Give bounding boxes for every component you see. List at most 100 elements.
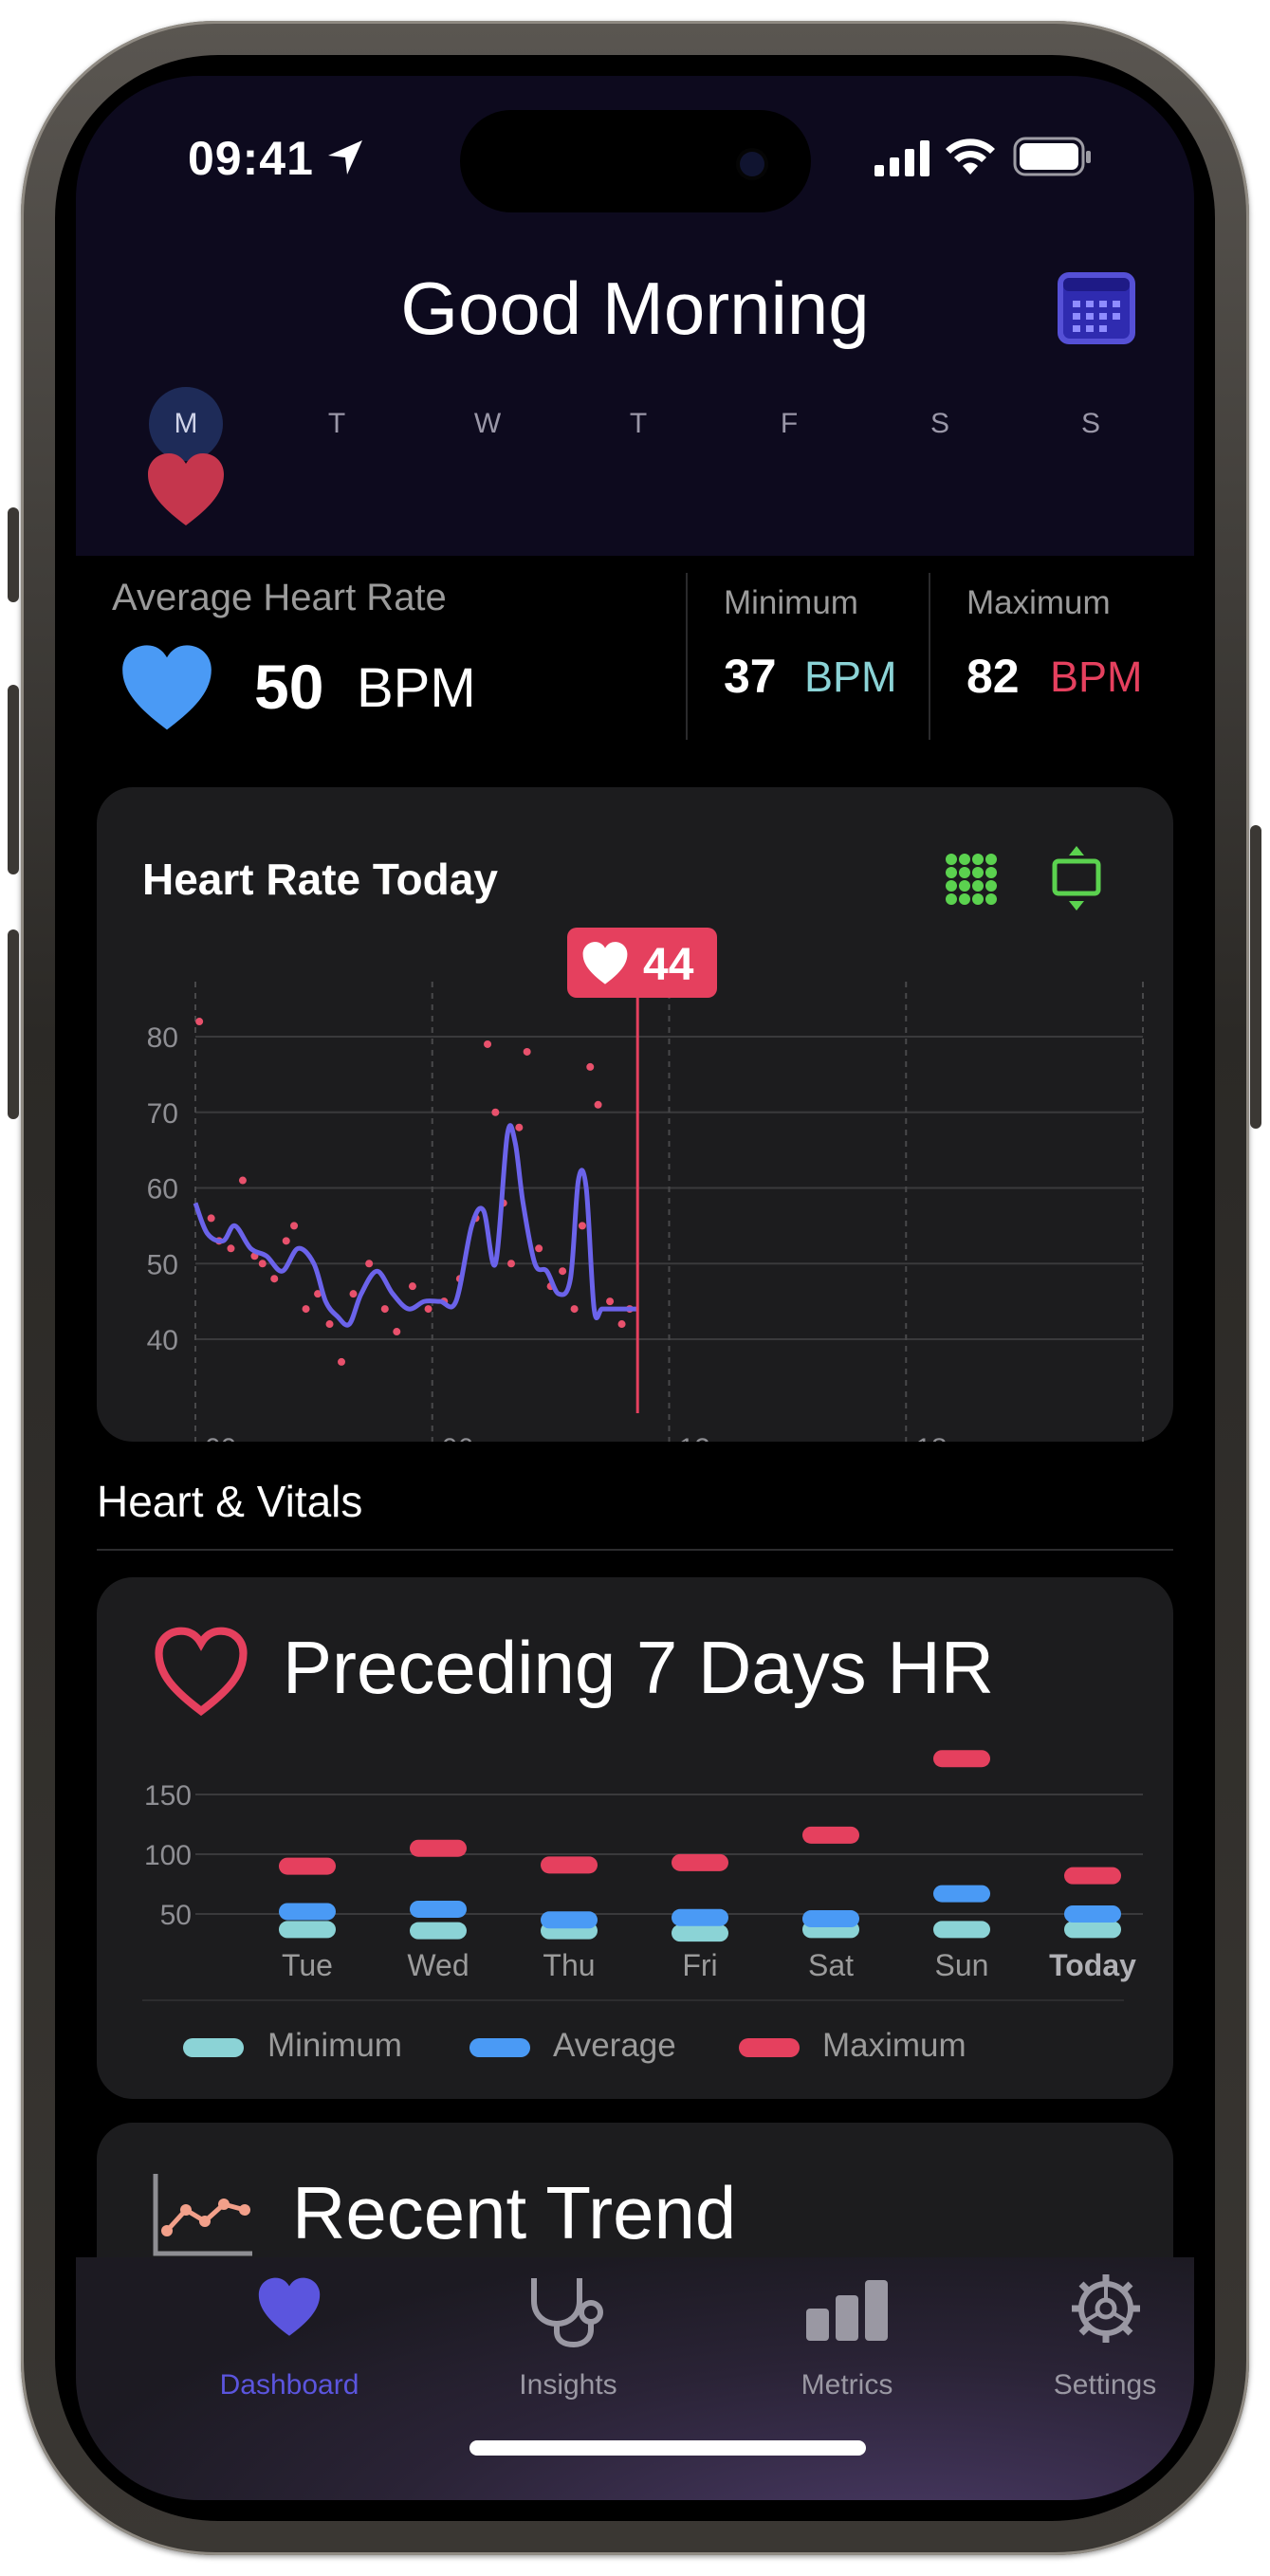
- average-heart-icon: [122, 645, 212, 730]
- hr-sample-point: [594, 1100, 602, 1109]
- heart-rate-today-chart[interactable]: 80 70 60 50 40 00 06 12 18: [97, 787, 1173, 1442]
- grid-view-icon[interactable]: [944, 852, 997, 905]
- bar-minimum: [672, 1924, 728, 1942]
- hr-sample-point: [227, 1244, 235, 1253]
- hr-sample-point: [270, 1275, 279, 1283]
- hr-sample-point: [606, 1297, 615, 1306]
- hr-sample-point: [380, 1305, 389, 1314]
- bar-chart-icon: [806, 2280, 888, 2341]
- y-tick-label: 150: [144, 1780, 192, 1812]
- heart-rate-today-card[interactable]: Heart Rate Today 80 70 60 50 40 00 06 12 18 44: [97, 787, 1173, 1442]
- bar-average: [672, 1908, 728, 1926]
- signal-icon: [874, 140, 929, 176]
- hr-sample-point: [195, 1018, 204, 1026]
- hr-sample-point: [586, 1062, 595, 1071]
- hr-sample-point: [617, 1320, 626, 1329]
- day-friday[interactable]: F: [780, 408, 799, 439]
- tab-metrics[interactable]: Metrics: [709, 2257, 985, 2438]
- hr-sample-point: [290, 1222, 299, 1230]
- day-thursday[interactable]: T: [629, 408, 648, 439]
- bar-average: [802, 1910, 859, 1928]
- legend-divider: [142, 1999, 1124, 2001]
- legend-average-label: Average: [553, 2027, 676, 2064]
- heart-icon: [258, 2277, 321, 2336]
- category-label: Sat: [808, 1948, 854, 1982]
- battery-icon: [1013, 137, 1091, 176]
- hr-sample-point: [570, 1305, 579, 1314]
- tab-settings-label: Settings: [1053, 2369, 1157, 2401]
- fit-view-icon[interactable]: [1050, 844, 1103, 912]
- y-tick-label: 50: [160, 1900, 192, 1931]
- day-wednesday[interactable]: W: [473, 408, 502, 439]
- category-label: Today: [1049, 1948, 1136, 1982]
- home-indicator[interactable]: [469, 2440, 866, 2456]
- legend-maximum-label: Maximum: [822, 2027, 966, 2064]
- screen: 09:41 Good Morning: [76, 76, 1194, 2500]
- bar-maximum: [410, 1839, 467, 1857]
- bar-minimum: [1064, 1921, 1121, 1939]
- calendar-button[interactable]: [1058, 272, 1135, 344]
- tab-metrics-label: Metrics: [801, 2369, 893, 2401]
- bar-minimum: [933, 1921, 990, 1939]
- day-saturday[interactable]: S: [929, 408, 949, 439]
- hr-sample-point: [424, 1305, 433, 1314]
- legend-minimum-label: Minimum: [267, 2027, 402, 2064]
- tab-dashboard[interactable]: Dashboard: [152, 2257, 427, 2438]
- hr-sample-point: [314, 1290, 322, 1298]
- hr-sample-point: [338, 1357, 346, 1366]
- preceding-7-days-chart[interactable]: 150 100 50 Tue Wed Thu Fri Sat Sun Today: [97, 1577, 1173, 2099]
- tab-insights-label: Insights: [519, 2369, 617, 2401]
- category-label: Tue: [282, 1948, 333, 1982]
- category-label: Sun: [935, 1948, 989, 1982]
- wifi-icon: [946, 138, 995, 175]
- heart-outline-icon: [155, 1627, 248, 1717]
- day-heart-icon: [148, 453, 224, 525]
- preceding-7-days-card[interactable]: Preceding 7 Days HR 150 100 50 Tue Wed Thu Fri…: [97, 1577, 1173, 2099]
- hr-sample-point: [302, 1305, 310, 1314]
- gear-icon: [1072, 2274, 1140, 2343]
- hr-sample-point: [523, 1047, 531, 1056]
- maximum-label: Maximum: [966, 584, 1111, 621]
- bar-average: [410, 1900, 467, 1918]
- minimum-unit: BPM: [804, 653, 897, 701]
- category-label: Fri: [682, 1948, 717, 1982]
- x-tick-label: 12: [679, 1433, 710, 1442]
- hr-sample-point: [507, 1260, 515, 1268]
- hr-sample-point: [393, 1328, 401, 1336]
- average-value: 50: [254, 652, 324, 722]
- hr-sample-point: [238, 1176, 247, 1185]
- day-tuesday[interactable]: T: [327, 408, 346, 439]
- hr-sample-point: [491, 1108, 500, 1116]
- calendar-icon: [1063, 278, 1130, 339]
- hr-trend-line: [193, 1123, 638, 1328]
- average-unit: BPM: [357, 657, 476, 719]
- x-tick-label: 18: [915, 1433, 947, 1442]
- legend-maximum-swatch: [739, 2038, 800, 2057]
- y-tick-label: 70: [147, 1098, 178, 1130]
- tab-insights[interactable]: Insights: [431, 2257, 706, 2438]
- bar-minimum: [410, 1922, 467, 1940]
- bar-average: [933, 1885, 990, 1903]
- side-button-volume-down: [8, 929, 19, 1119]
- header: 09:41 Good Morning: [76, 76, 1194, 556]
- tab-bar: Dashboard Insights Metrics: [76, 2257, 1194, 2500]
- preceding-title: Preceding 7 Days HR: [283, 1626, 994, 1709]
- hr-sample-point: [282, 1237, 290, 1245]
- bar-maximum: [541, 1856, 598, 1874]
- hr-sample-point: [207, 1214, 215, 1223]
- bar-maximum: [933, 1750, 990, 1768]
- category-label: Wed: [407, 1948, 469, 1982]
- tab-settings[interactable]: Settings: [977, 2257, 1194, 2438]
- current-hr-badge[interactable]: 44: [567, 928, 717, 998]
- hr-sample-point: [515, 1123, 524, 1132]
- day-sunday[interactable]: S: [1080, 408, 1100, 439]
- y-tick-label: 100: [144, 1840, 192, 1871]
- location-arrow-icon: [328, 140, 362, 175]
- maximum-unit: BPM: [1050, 653, 1143, 701]
- hr-sample-point: [258, 1260, 267, 1268]
- day-monday[interactable]: M: [149, 387, 223, 461]
- status-time: 09:41: [188, 132, 314, 185]
- summary-divider-1: [686, 573, 688, 740]
- side-button-power: [1250, 825, 1261, 1129]
- legend-average-swatch: [469, 2038, 530, 2057]
